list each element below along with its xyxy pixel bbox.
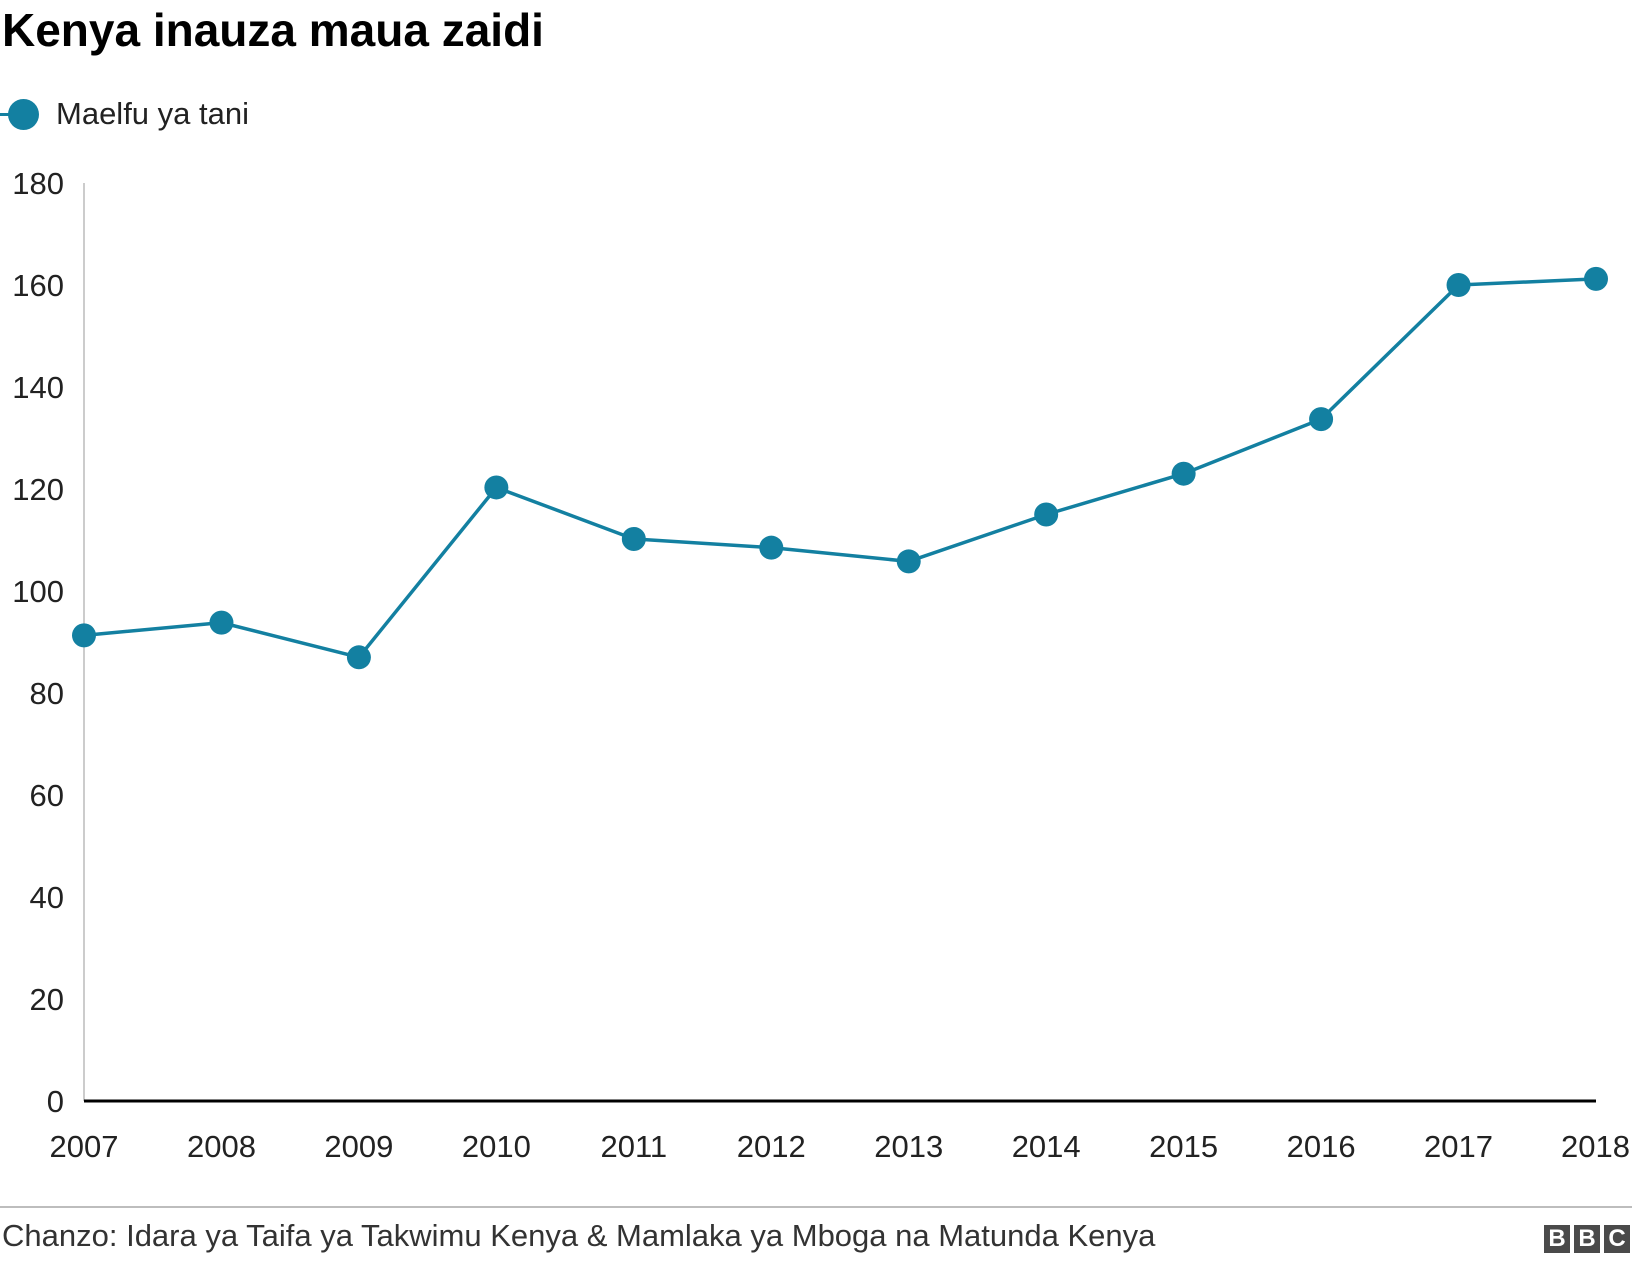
y-tick-label: 100: [12, 574, 64, 609]
data-point: [1446, 273, 1471, 297]
x-tick-label: 2009: [324, 1129, 393, 1164]
x-tick-label: 2014: [1012, 1129, 1081, 1164]
y-tick-label: 180: [12, 166, 64, 201]
x-tick-label: 2017: [1424, 1129, 1493, 1164]
data-point: [209, 610, 234, 635]
y-tick-label: 160: [12, 268, 64, 303]
y-tick-label: 40: [30, 880, 64, 915]
legend: Maelfu ya tani: [0, 92, 249, 136]
data-point: [621, 526, 646, 551]
x-tick-label: 2008: [187, 1129, 256, 1164]
y-tick-label: 80: [30, 676, 64, 711]
logo-letter: B: [1574, 1225, 1600, 1253]
y-tick-label: 140: [12, 370, 64, 405]
y-tick-label: 0: [47, 1084, 64, 1119]
y-tick-label: 60: [30, 778, 64, 813]
data-point: [1584, 266, 1608, 291]
x-tick-label: 2016: [1287, 1129, 1356, 1164]
series-line: [83, 277, 1597, 660]
line-chart: 0 20 40 60 80 100 120 140 160 180 2007 2008 2009 201…: [12, 166, 1630, 1164]
data-point: [759, 535, 784, 560]
bbc-logo: B B C: [1544, 1225, 1630, 1253]
legend-label: Maelfu ya tani: [56, 96, 249, 131]
x-tick-label: 2015: [1149, 1129, 1218, 1164]
x-tick-label: 2010: [462, 1129, 531, 1164]
x-tick-label: 2018: [1561, 1129, 1630, 1164]
data-point: [896, 549, 921, 574]
y-tick-label: 20: [30, 982, 64, 1017]
source-note: Chanzo: Idara ya Taifa ya Takwimu Kenya …: [2, 1218, 1156, 1253]
data-point: [346, 645, 371, 670]
x-tick-label: 2012: [737, 1129, 806, 1164]
data-point: [1034, 502, 1059, 527]
chart-title: Kenya inauza maua zaidi: [2, 4, 544, 56]
data-point: [1171, 461, 1196, 486]
data-point: [1309, 407, 1334, 432]
x-tick-label: 2007: [50, 1129, 119, 1164]
data-point: [484, 475, 509, 500]
logo-letter: B: [1544, 1225, 1570, 1253]
footer-divider: [0, 1206, 1632, 1208]
y-tick-label: 120: [12, 472, 64, 507]
legend-marker-icon: [0, 92, 42, 136]
x-tick-label: 2013: [874, 1129, 943, 1164]
x-tick-label: 2011: [600, 1129, 667, 1164]
data-point: [72, 623, 96, 648]
logo-letter: C: [1604, 1225, 1630, 1253]
